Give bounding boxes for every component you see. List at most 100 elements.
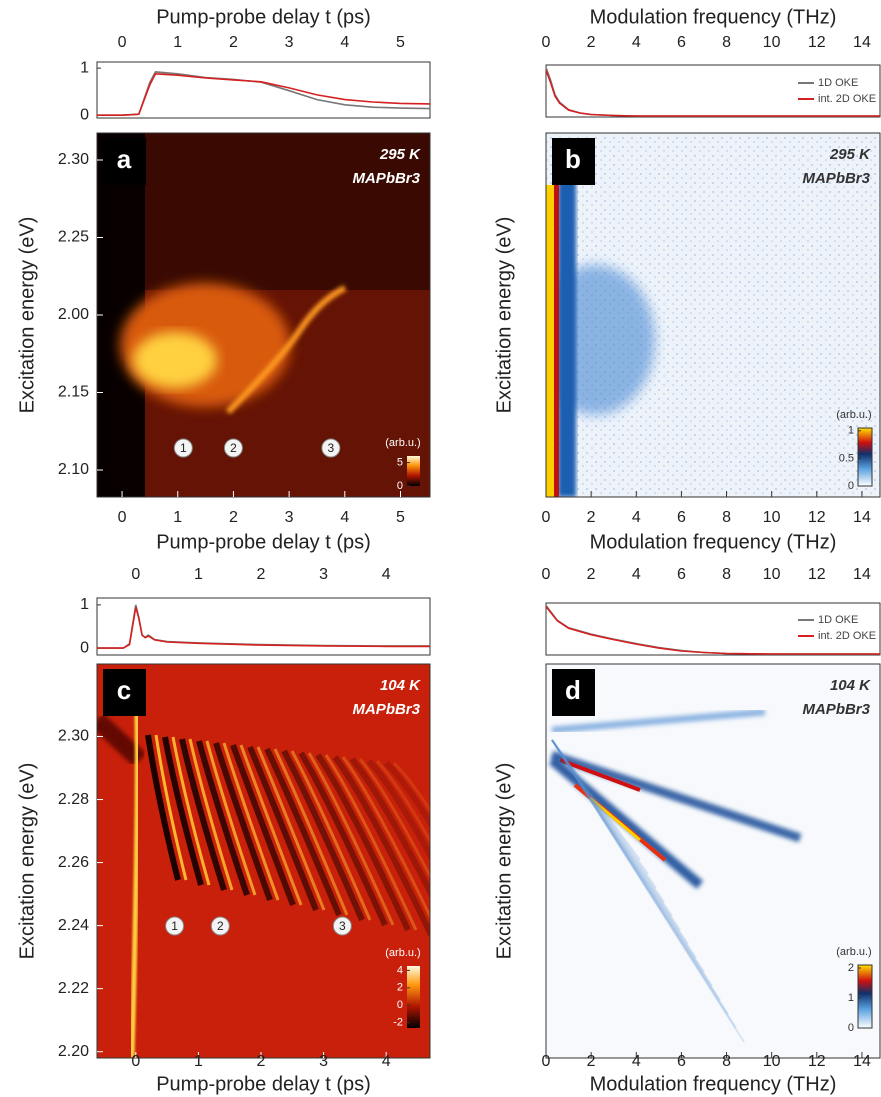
colorbar-tick-label: 0 <box>848 480 854 492</box>
y-axis-label: Excitation energy (eV) <box>16 763 38 960</box>
panel-label-box <box>103 669 146 716</box>
x-tick-label: 14 <box>853 1053 871 1070</box>
heatmap-texture <box>332 755 430 937</box>
x-tick-label: 3 <box>319 1053 328 1070</box>
heatmap-image <box>546 133 880 497</box>
heatmap-texture <box>551 739 721 1001</box>
y-tick-label: 1 <box>80 596 89 613</box>
heatmap-texture <box>551 739 729 1015</box>
heatmap-texture <box>551 739 745 1043</box>
marker-label: 1 <box>171 919 178 933</box>
profile-line <box>545 606 880 655</box>
profile-line <box>545 69 880 117</box>
x-tick-label: 14 <box>853 34 871 51</box>
colorbar <box>857 964 873 1029</box>
heatmap-texture <box>551 739 705 973</box>
x-tick-label: 0 <box>131 566 140 583</box>
marker <box>173 438 193 458</box>
heatmap-image <box>97 133 430 497</box>
x-tick-label: 8 <box>722 566 731 583</box>
colorbar-tick-label: -2 <box>393 1017 403 1029</box>
legend-label: int. 2D OKE <box>818 630 876 642</box>
colorbar <box>857 427 873 487</box>
x-tick-label: 3 <box>285 34 294 51</box>
heatmap-texture <box>366 758 430 861</box>
x-tick-label: 4 <box>340 34 349 51</box>
heatmap-frame <box>545 663 881 1059</box>
heatmap-texture <box>256 746 326 911</box>
heatmap-texture <box>145 734 181 881</box>
profile-line <box>97 606 430 649</box>
heatmap-texture <box>383 760 430 829</box>
x-tick-label: 10 <box>763 566 781 583</box>
marker <box>321 438 341 458</box>
x-tick-label: 0 <box>542 509 551 526</box>
heatmap-texture <box>551 739 689 945</box>
heatmap-texture <box>551 739 697 959</box>
x-tick-label: 8 <box>722 1053 731 1070</box>
heatmap-texture <box>551 739 665 903</box>
heatmap-texture <box>551 739 641 861</box>
panel-label-box <box>552 669 595 716</box>
x-axis-label: Modulation frequency (THz) <box>590 531 837 553</box>
colorbar-tick-label: 0 <box>848 1022 854 1034</box>
x-tick-label: 3 <box>285 509 294 526</box>
heatmap-texture <box>179 738 227 891</box>
annotation: 104 K <box>380 677 421 694</box>
colorbar <box>407 966 420 1028</box>
x-tick-label: 6 <box>677 34 686 51</box>
panel-label-box <box>552 138 595 185</box>
y-axis-label: Excitation energy (eV) <box>493 763 515 960</box>
heatmap-texture <box>349 757 430 899</box>
x-tick-label: 2 <box>587 566 596 583</box>
colorbar-label: (arb.u.) <box>385 437 420 449</box>
x-tick-label: 5 <box>396 34 405 51</box>
x-tick-label: 12 <box>808 34 826 51</box>
heatmap-texture <box>281 749 365 922</box>
heatmap-texture <box>290 750 372 921</box>
heatmap-texture <box>551 739 737 1029</box>
colorbar <box>407 456 420 486</box>
x-axis-label: Modulation frequency (THz) <box>590 1073 837 1095</box>
marker-label: 2 <box>217 919 224 933</box>
y-tick-label: 2.30 <box>58 151 89 168</box>
colorbar-label: (arb.u.) <box>836 946 871 958</box>
x-tick-label: 2 <box>257 566 266 583</box>
y-tick-label: 2.20 <box>58 1043 89 1060</box>
annotation: 104 K <box>830 677 871 694</box>
heatmap-texture <box>222 742 280 901</box>
colorbar-tick-label: 0 <box>397 999 403 1011</box>
panel-label-box <box>103 138 146 185</box>
heatmap-texture <box>247 745 319 912</box>
x-tick-label: 3 <box>319 566 328 583</box>
x-tick-label: 2 <box>587 1053 596 1070</box>
x-tick-label: 6 <box>677 509 686 526</box>
x-axis-label: Pump-probe delay t (ps) <box>156 531 371 553</box>
heatmap-texture <box>162 736 204 886</box>
y-tick-label: 0 <box>80 639 89 656</box>
heatmap-texture <box>264 747 342 917</box>
x-axis-label: Pump-probe delay t (ps) <box>156 1073 371 1095</box>
y-tick-label: 2.25 <box>58 229 89 246</box>
x-tick-label: 12 <box>808 1053 826 1070</box>
x-tick-label: 4 <box>632 34 641 51</box>
heatmap-image <box>97 664 430 1058</box>
x-tick-label: 4 <box>382 1053 391 1070</box>
heatmap-texture <box>341 756 430 920</box>
y-tick-label: 1 <box>80 59 89 76</box>
panel-label: c <box>117 675 131 705</box>
profile-frame <box>96 61 431 119</box>
marker <box>332 916 352 936</box>
marker <box>165 916 185 936</box>
marker-label: 3 <box>339 919 346 933</box>
colorbar-tick-label: 0 <box>397 480 403 492</box>
colorbar-label: (arb.u.) <box>385 947 420 959</box>
heatmap-texture <box>375 759 430 844</box>
heatmap-texture <box>213 742 273 902</box>
heatmap-texture <box>230 743 296 907</box>
panel-label: d <box>565 675 581 705</box>
heatmap-texture <box>551 739 713 987</box>
x-tick-label: 0 <box>118 509 127 526</box>
annotation: MAPbBr3 <box>802 701 870 718</box>
